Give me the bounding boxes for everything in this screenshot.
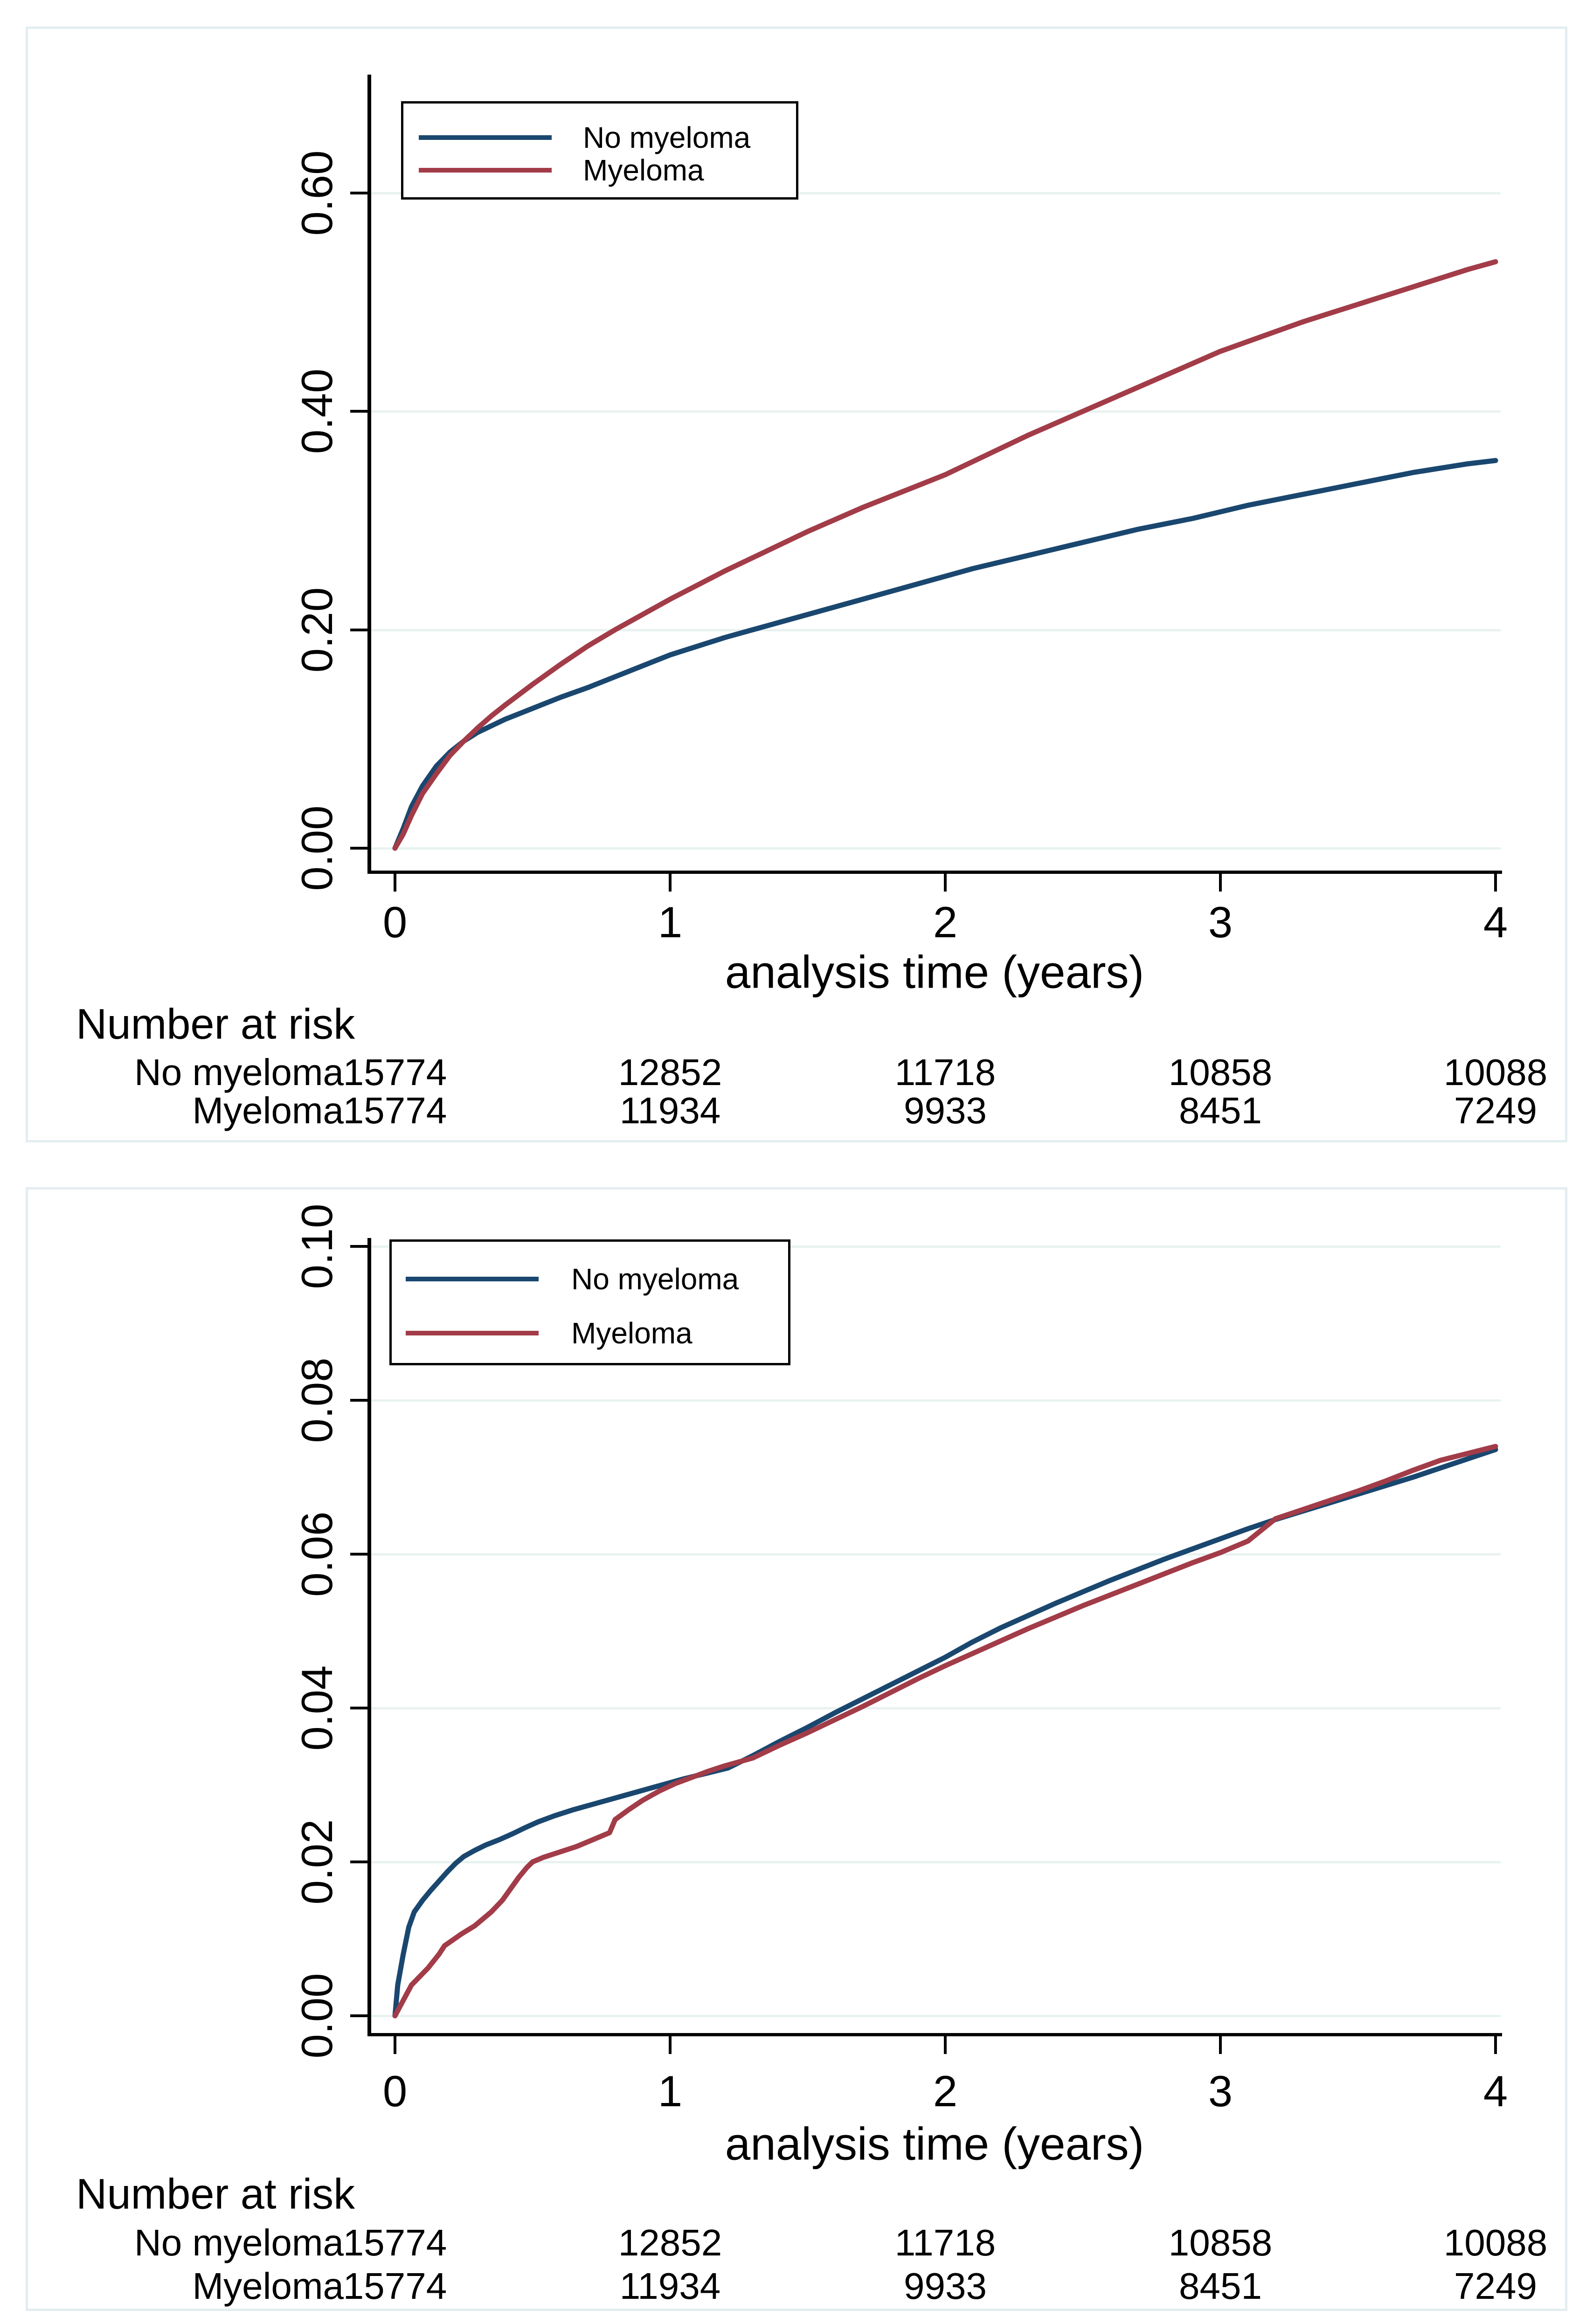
x-axis-tick	[944, 874, 947, 892]
risk-count: 11934	[619, 1090, 721, 1131]
legend-line-myeloma-bottom	[406, 1331, 539, 1335]
y-tick-label: 0.06	[292, 1511, 341, 1597]
gridline-y	[370, 1707, 1501, 1709]
risk-count: 9933	[904, 1090, 987, 1131]
y-axis-tick	[350, 2014, 367, 2017]
x-tick-label: 4	[1483, 898, 1508, 947]
x-axis-tick	[1219, 874, 1222, 892]
risk-count: 11718	[894, 1051, 996, 1093]
gridline-y	[370, 410, 1501, 413]
legend-line-myeloma-top	[419, 168, 552, 173]
x-axis-line-top	[367, 871, 1502, 874]
x-axis-tick	[1219, 2036, 1222, 2054]
risk-count: 15774	[343, 2222, 447, 2263]
y-tick-label: 0.00	[292, 1973, 341, 2059]
risk-count: 15774	[343, 1051, 447, 1093]
x-axis-tick	[1494, 874, 1497, 892]
y-axis-tick	[350, 1245, 367, 1248]
risk-count: 10858	[1168, 1051, 1273, 1093]
y-axis-tick	[350, 410, 367, 413]
x-tick-label: 2	[933, 898, 958, 947]
legend-top: No myeloma Myeloma	[401, 101, 798, 200]
gridline-y	[370, 1245, 1501, 1248]
risk-count: 7249	[1454, 2265, 1537, 2307]
risk-count: 11718	[894, 2222, 996, 2263]
y-tick-label: 0.00	[292, 805, 341, 891]
risk-row-label-no-myeloma-top: No myeloma	[134, 1051, 344, 1093]
y-axis-tick	[350, 847, 367, 850]
x-axis-title-bottom: analysis time (years)	[725, 2118, 1144, 2170]
gridline-y	[370, 1861, 1501, 1863]
y-axis-line-top	[367, 75, 371, 874]
x-axis-tick	[394, 874, 396, 892]
risk-row-label-no-myeloma-bottom: No myeloma	[134, 2222, 344, 2263]
x-axis-title-top: analysis time (years)	[725, 946, 1144, 998]
risk-count: 11934	[619, 2265, 721, 2307]
x-tick-label: 4	[1483, 2067, 1508, 2116]
gridline-y	[370, 2015, 1501, 2017]
chart-panel-top	[26, 27, 1567, 1142]
y-tick-label: 0.60	[292, 150, 341, 236]
x-axis-tick	[394, 2036, 396, 2054]
x-axis-tick	[1494, 2036, 1497, 2054]
y-tick-label: 0.02	[292, 1819, 341, 1905]
x-axis-tick	[944, 2036, 947, 2054]
chart-panel-bottom	[26, 1187, 1567, 2311]
risk-table-title-top: Number at risk	[76, 1000, 355, 1048]
risk-count: 10088	[1443, 2222, 1548, 2263]
y-axis-tick	[350, 1861, 367, 1863]
risk-count: 15774	[343, 2265, 447, 2307]
y-tick-label: 0.08	[292, 1357, 341, 1443]
risk-table-title-bottom: Number at risk	[76, 2170, 355, 2218]
x-tick-label: 0	[382, 2067, 408, 2116]
x-tick-label: 2	[933, 2067, 958, 2116]
risk-count: 8451	[1179, 1090, 1262, 1131]
risk-count: 10088	[1443, 1051, 1548, 1093]
gridline-y	[370, 1553, 1501, 1556]
legend-line-no-myeloma-bottom	[406, 1277, 539, 1281]
x-tick-label: 1	[658, 898, 683, 947]
x-axis-tick	[669, 2036, 672, 2054]
y-axis-tick	[350, 628, 367, 631]
y-axis-line-bottom	[367, 1238, 371, 2036]
y-axis-tick	[350, 1399, 367, 1402]
risk-count: 10858	[1168, 2222, 1273, 2263]
risk-count: 12852	[618, 1051, 722, 1093]
legend-label-myeloma-bottom: Myeloma	[571, 1316, 693, 1350]
y-axis-tick	[350, 191, 367, 194]
gridline-y	[370, 192, 1501, 194]
legend-line-no-myeloma-top	[419, 135, 552, 140]
risk-row-label-myeloma-top: Myeloma	[192, 1090, 344, 1131]
x-axis-line-bottom	[367, 2033, 1502, 2036]
risk-count: 12852	[618, 2222, 722, 2263]
y-axis-tick	[350, 1707, 367, 1709]
x-tick-label: 3	[1208, 898, 1233, 947]
x-tick-label: 0	[382, 898, 408, 947]
y-axis-tick	[350, 1553, 367, 1556]
x-axis-tick	[669, 874, 672, 892]
gridline-y	[370, 1399, 1501, 1402]
x-tick-label: 3	[1208, 2067, 1233, 2116]
risk-count: 9933	[904, 2265, 987, 2307]
legend-label-myeloma-top: Myeloma	[583, 153, 704, 187]
x-tick-label: 1	[658, 2067, 683, 2116]
legend-label-no-myeloma-bottom: No myeloma	[571, 1262, 739, 1296]
risk-row-label-myeloma-bottom: Myeloma	[192, 2265, 344, 2307]
legend-label-no-myeloma-top: No myeloma	[583, 121, 751, 154]
risk-count: 7249	[1454, 1090, 1537, 1131]
y-tick-label: 0.04	[292, 1665, 341, 1751]
gridline-y	[370, 629, 1501, 631]
y-tick-label: 0.10	[292, 1204, 341, 1289]
risk-count: 15774	[343, 1090, 447, 1131]
legend-bottom: No myeloma Myeloma	[389, 1239, 790, 1365]
y-tick-label: 0.20	[292, 587, 341, 673]
gridline-y	[370, 847, 1501, 850]
risk-count: 8451	[1179, 2265, 1262, 2307]
y-tick-label: 0.40	[292, 368, 341, 454]
